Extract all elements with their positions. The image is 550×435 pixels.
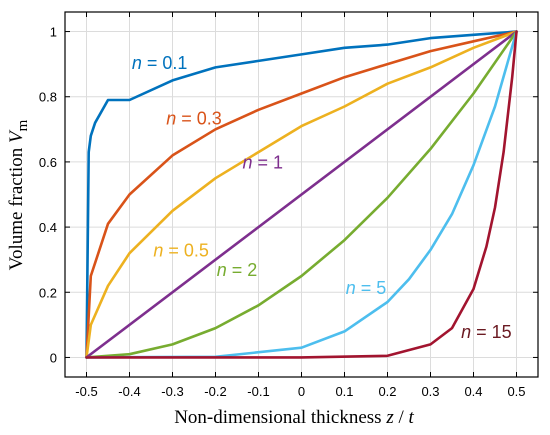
- series-line-n-5: [85, 30, 518, 359]
- series-line-n-0_3: [85, 30, 518, 359]
- series-line-n-2: [85, 30, 518, 359]
- series-line-n-15: [85, 30, 518, 359]
- y-axis-label: Volume fraction Vm: [6, 119, 31, 270]
- x-tick-label: -0.4: [118, 384, 140, 399]
- curve-labels: n = 0.1 n = 0.3 n = 1 n = 0.5 n = 2 n = 5 n = …: [132, 53, 512, 342]
- x-tick-label: 0.4: [464, 384, 482, 399]
- x-tick-label: 0.3: [421, 384, 439, 399]
- curve-label: n = 0.1: [132, 53, 188, 73]
- y-tick-label: 0.8: [39, 90, 57, 105]
- curve-label: n = 0.5: [153, 240, 209, 260]
- x-tick-label: 0.1: [335, 384, 353, 399]
- x-tick-label: 0.5: [507, 384, 525, 399]
- curve-label: n = 5: [346, 278, 387, 298]
- series-lines: [85, 30, 518, 359]
- series-line-n-0_5: [85, 30, 518, 359]
- y-tick-label: 0: [50, 350, 57, 365]
- x-tick-label: -0.5: [75, 384, 97, 399]
- y-tick-label: 0.4: [39, 220, 57, 235]
- curve-label: n = 15: [461, 322, 512, 342]
- y-tick-label: 0.6: [39, 155, 57, 170]
- series-line-n-0_1: [85, 30, 518, 359]
- x-axis-label: Non-dimensional thickness z / t: [174, 407, 414, 428]
- y-tick-label: 1: [50, 25, 57, 40]
- series-line-n-1: [85, 30, 518, 359]
- x-tick-label: -0.3: [161, 384, 183, 399]
- curve-label: n = 1: [243, 152, 284, 172]
- y-tick-label: 0.2: [39, 285, 57, 300]
- x-tick-label: -0.1: [247, 384, 269, 399]
- curve-label: n = 0.3: [166, 108, 222, 128]
- x-tick-label: -0.2: [204, 384, 226, 399]
- x-tick-label: 0: [298, 384, 305, 399]
- curve-label: n = 2: [217, 260, 258, 280]
- axis-ticks: -0.5 -0.4 -0.3 -0.2 -0.1 0 0.1 0.2 0.3 0.4 0.5 0 0.2…: [39, 12, 538, 399]
- x-tick-label: 0.2: [378, 384, 396, 399]
